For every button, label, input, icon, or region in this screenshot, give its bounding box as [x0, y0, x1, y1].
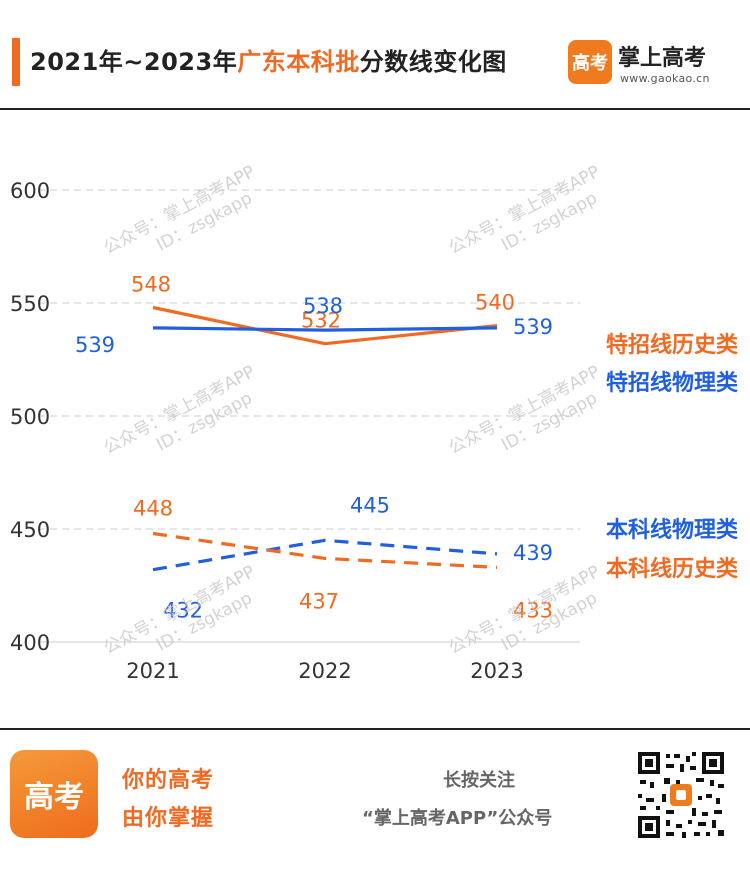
header: 2021年~2023年广东本科批分数线变化图 高考 掌上高考 www.gaoka…: [0, 0, 750, 110]
y-tick-label: 450: [10, 518, 50, 542]
legend-label: 本科线历史类: [606, 556, 739, 582]
title-suffix: 分数线变化图: [359, 48, 507, 76]
y-tick-label: 600: [10, 179, 50, 203]
x-tick-label: 2021: [126, 659, 179, 683]
y-tick-label: 500: [10, 405, 50, 429]
data-label: 432: [163, 599, 203, 623]
brand-name: 掌上高考: [618, 46, 707, 71]
data-label: 540: [475, 291, 515, 315]
brand-url: www.gaokao.cn: [620, 72, 710, 85]
title-highlight: 广东本科批: [237, 48, 360, 76]
data-label: 538: [303, 294, 343, 318]
slogan-line-1: 你的高考: [122, 768, 215, 793]
series-line: [152, 538, 498, 572]
header-divider: [0, 108, 750, 110]
footer-divider: [0, 728, 750, 730]
y-tick-label: 400: [10, 631, 50, 655]
slogan-line-2: 由你掌握: [122, 806, 215, 831]
data-label: 433: [513, 598, 553, 622]
series-line: [152, 326, 498, 332]
data-label: 532: [301, 309, 341, 333]
data-label: 539: [513, 315, 553, 339]
y-tick-label: 550: [10, 292, 50, 316]
follow-line-1: 长按关注: [443, 770, 515, 791]
qr-code-icon[interactable]: [636, 750, 726, 840]
follow-line-2: “掌上高考APP”公众号: [362, 808, 553, 829]
footer: 高考 你的高考 由你掌握 长按关注 “掌上高考APP”公众号: [0, 732, 750, 871]
data-label: 548: [131, 273, 171, 297]
data-label: 539: [75, 333, 115, 357]
x-tick-label: 2023: [470, 659, 523, 683]
series-line: [152, 531, 498, 569]
legend-label: 本科线物理类: [606, 517, 739, 543]
data-label: 445: [350, 493, 390, 517]
series-line: [152, 305, 498, 346]
data-label: 437: [299, 589, 339, 613]
x-tick-label: 2022: [298, 659, 351, 683]
page-title: 2021年~2023年广东本科批分数线变化图: [30, 42, 507, 77]
brand[interactable]: 高考 掌上高考 www.gaokao.cn: [568, 38, 743, 94]
app-logo-icon[interactable]: 高考: [10, 750, 98, 838]
title-prefix: 2021年~2023年: [30, 48, 238, 76]
legend-label: 特招线历史类: [606, 332, 739, 358]
data-label: 448: [133, 497, 173, 521]
brand-logo-icon: 高考: [568, 40, 612, 84]
data-label: 439: [513, 541, 553, 565]
title-accent-bar: [12, 38, 20, 86]
legend-label: 特招线物理类: [606, 370, 739, 396]
